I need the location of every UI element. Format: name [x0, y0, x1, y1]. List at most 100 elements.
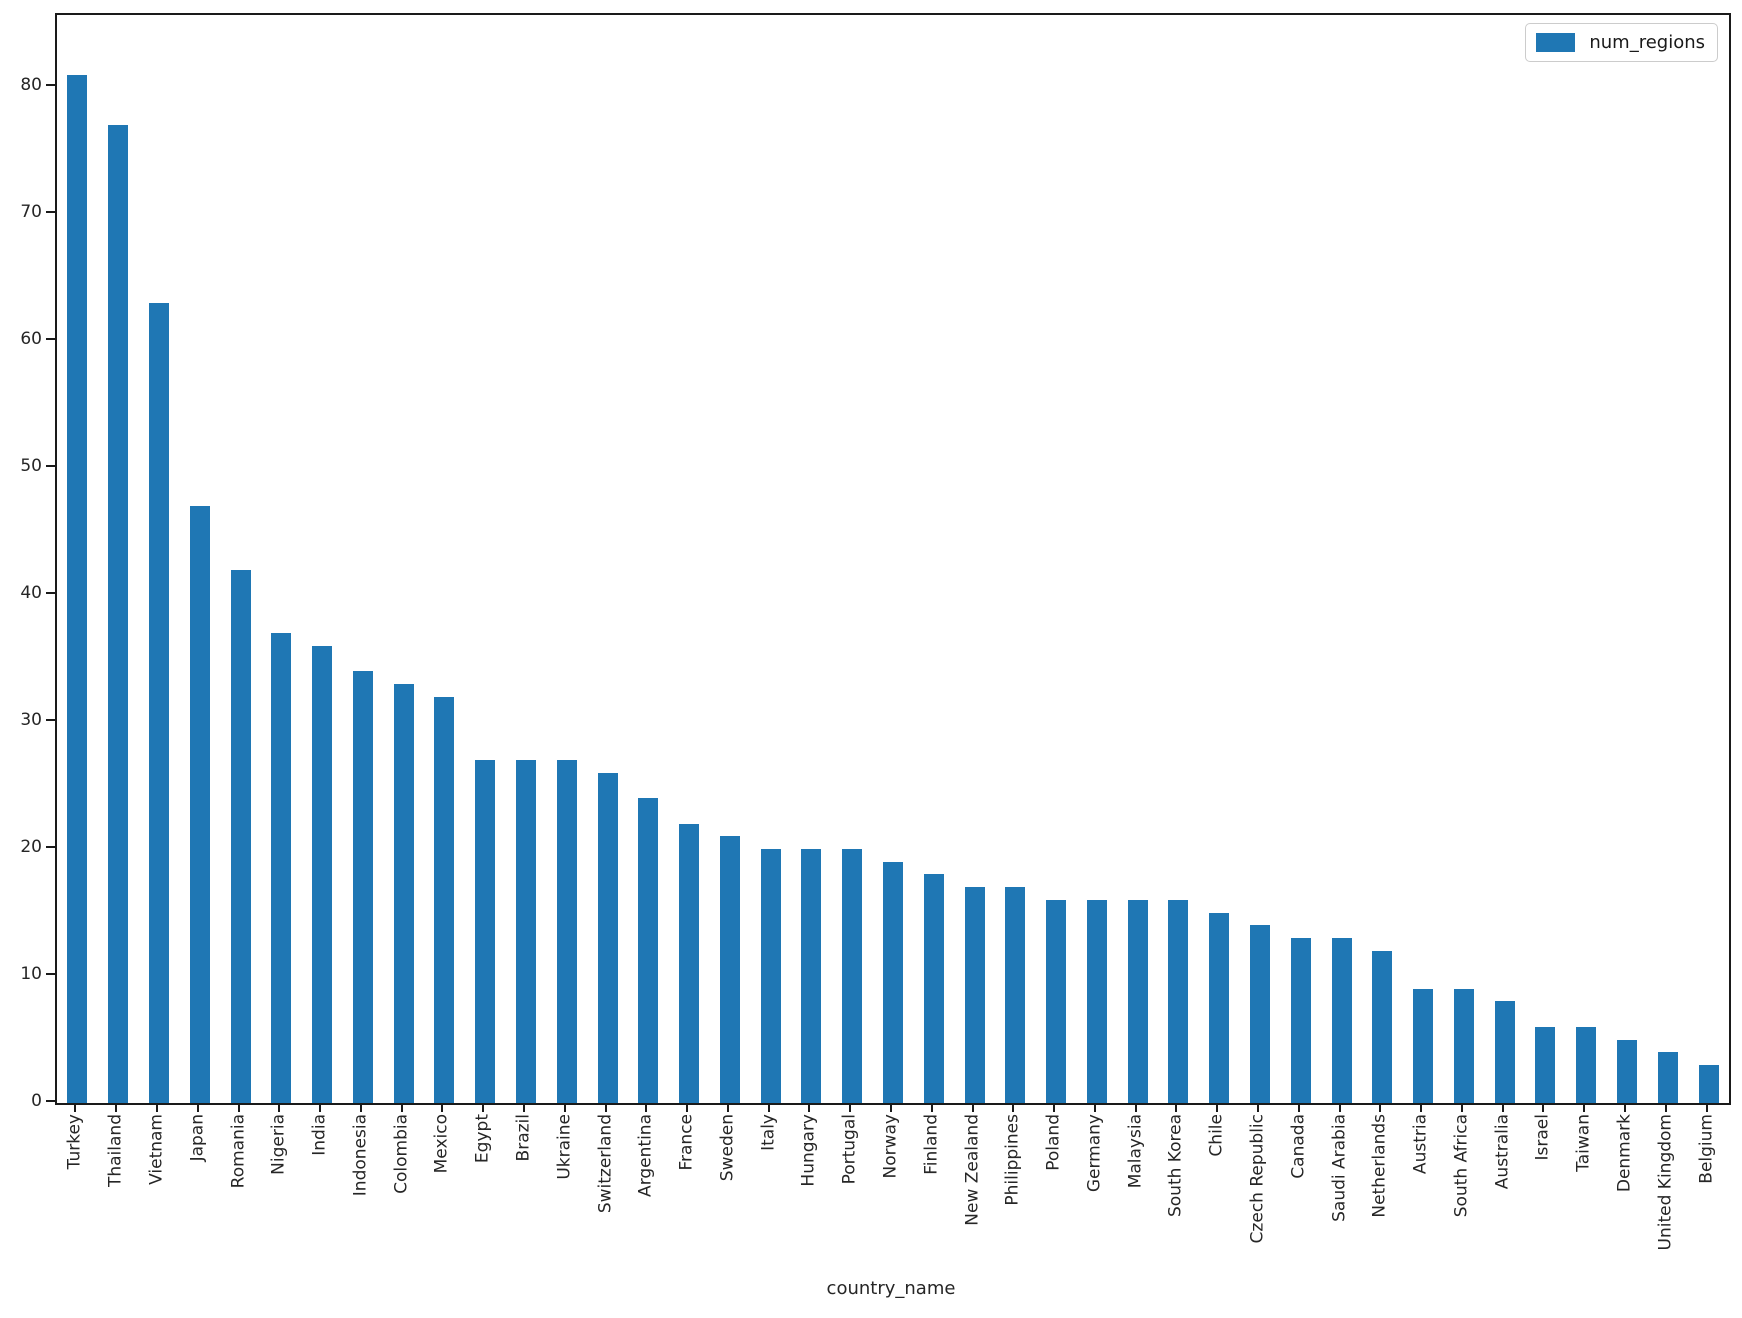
bar: [515, 760, 536, 1103]
bar: [1535, 1026, 1556, 1103]
plot-area: [55, 13, 1731, 1105]
x-tick-label: Romania: [228, 1114, 248, 1189]
x-tick-label: Brazil: [513, 1114, 534, 1162]
bar: [1086, 899, 1107, 1103]
bar: [1005, 887, 1026, 1103]
x-tick-mark: [359, 1103, 362, 1112]
x-tick-label: Mexico: [431, 1114, 452, 1174]
y-tick-mark: [46, 592, 55, 595]
x-axis-title: country_name: [826, 1278, 956, 1299]
bar: [1617, 1039, 1638, 1103]
x-tick-label: South Africa: [1451, 1114, 1472, 1218]
x-tick-label: Netherlands: [1369, 1114, 1390, 1218]
bar: [801, 849, 822, 1103]
x-tick-mark: [1175, 1103, 1178, 1112]
x-tick-label: Israel: [1532, 1114, 1553, 1161]
bar: [556, 760, 577, 1103]
x-tick-label: Belgium: [1696, 1114, 1717, 1184]
x-tick-mark: [196, 1103, 199, 1112]
x-tick-mark: [726, 1103, 729, 1112]
bar: [148, 303, 169, 1103]
x-tick-mark: [1093, 1103, 1096, 1112]
x-tick-mark: [115, 1103, 118, 1112]
x-tick-label: Germany: [1084, 1114, 1105, 1193]
y-tick-label: 60: [20, 329, 42, 350]
x-tick-mark: [1012, 1103, 1015, 1112]
bar: [1209, 912, 1230, 1103]
x-tick-mark: [808, 1103, 811, 1112]
x-tick-label: Switzerland: [595, 1114, 616, 1214]
bar: [312, 645, 333, 1103]
x-tick-mark: [482, 1103, 485, 1112]
bar: [638, 798, 659, 1103]
y-tick-label: 70: [20, 202, 42, 223]
x-tick-label: Vietnam: [146, 1114, 167, 1185]
x-tick-mark: [155, 1103, 158, 1112]
x-tick-label: Malaysia: [1125, 1114, 1146, 1189]
x-tick-label: Hungary: [798, 1114, 819, 1187]
bar: [1698, 1064, 1719, 1103]
x-tick-mark: [522, 1103, 525, 1112]
x-tick-mark: [400, 1103, 403, 1112]
x-tick-label: Turkey: [64, 1114, 85, 1170]
x-tick-label: Ukraine: [554, 1114, 575, 1180]
x-tick-mark: [604, 1103, 607, 1112]
x-tick-mark: [890, 1103, 892, 1112]
x-tick-mark: [1053, 1103, 1056, 1112]
x-tick-label: Nigeria: [268, 1114, 289, 1175]
x-tick-label: Argentina: [635, 1114, 656, 1197]
x-tick-label: Indonesia: [350, 1114, 371, 1197]
x-tick-mark: [441, 1103, 444, 1112]
x-tick-mark: [1257, 1103, 1260, 1112]
x-tick-label: Saudi Arabia: [1329, 1114, 1350, 1222]
x-tick-mark: [1664, 1103, 1667, 1112]
x-tick-mark: [1379, 1103, 1382, 1112]
x-tick-label: Austria: [1410, 1114, 1431, 1175]
y-tick-mark: [46, 84, 55, 87]
x-tick-label: Sweden: [717, 1114, 738, 1182]
bar: [352, 671, 373, 1103]
x-tick-mark: [1134, 1103, 1137, 1112]
y-tick-label: 40: [20, 583, 42, 604]
x-tick-label: Czech Republic: [1247, 1114, 1268, 1244]
x-tick-mark: [849, 1103, 852, 1112]
x-tick-mark: [74, 1103, 77, 1112]
x-tick-label: Poland: [1043, 1114, 1064, 1171]
x-tick-label: Finland: [921, 1114, 942, 1175]
x-tick-label: Australia: [1492, 1114, 1513, 1190]
y-tick-label: 30: [20, 710, 42, 731]
x-tick-mark: [645, 1103, 648, 1112]
x-tick-mark: [686, 1103, 689, 1112]
bar: [1494, 1001, 1515, 1103]
bar: [1576, 1026, 1597, 1103]
bar: [67, 74, 88, 1103]
y-tick-mark: [46, 719, 55, 722]
x-tick-label: Canada: [1288, 1114, 1309, 1179]
x-tick-label: Italy: [758, 1114, 779, 1151]
x-tick-label: India: [309, 1114, 330, 1156]
bar: [393, 684, 414, 1103]
x-tick-mark: [278, 1103, 281, 1112]
bar: [189, 506, 210, 1103]
bar: [883, 861, 903, 1103]
y-tick-label: 50: [20, 456, 42, 477]
x-tick-mark: [1583, 1103, 1586, 1112]
y-tick-label: 80: [20, 75, 42, 96]
bar: [230, 569, 251, 1103]
legend-color-swatch: [1536, 33, 1576, 52]
x-tick-mark: [237, 1103, 240, 1112]
x-tick-mark: [971, 1103, 974, 1112]
y-tick-mark: [46, 973, 55, 976]
x-tick-mark: [1501, 1103, 1504, 1112]
bar: [271, 633, 292, 1103]
x-tick-mark: [1338, 1103, 1341, 1112]
bar: [1331, 937, 1352, 1103]
x-tick-label: New Zealand: [962, 1114, 983, 1226]
x-tick-mark: [319, 1103, 322, 1112]
bar: [1250, 925, 1271, 1103]
x-tick-label: Portugal: [839, 1114, 860, 1185]
x-tick-mark: [1216, 1103, 1219, 1112]
x-tick-label: Thailand: [105, 1114, 126, 1188]
bar: [760, 849, 781, 1103]
bar: [1453, 988, 1474, 1103]
